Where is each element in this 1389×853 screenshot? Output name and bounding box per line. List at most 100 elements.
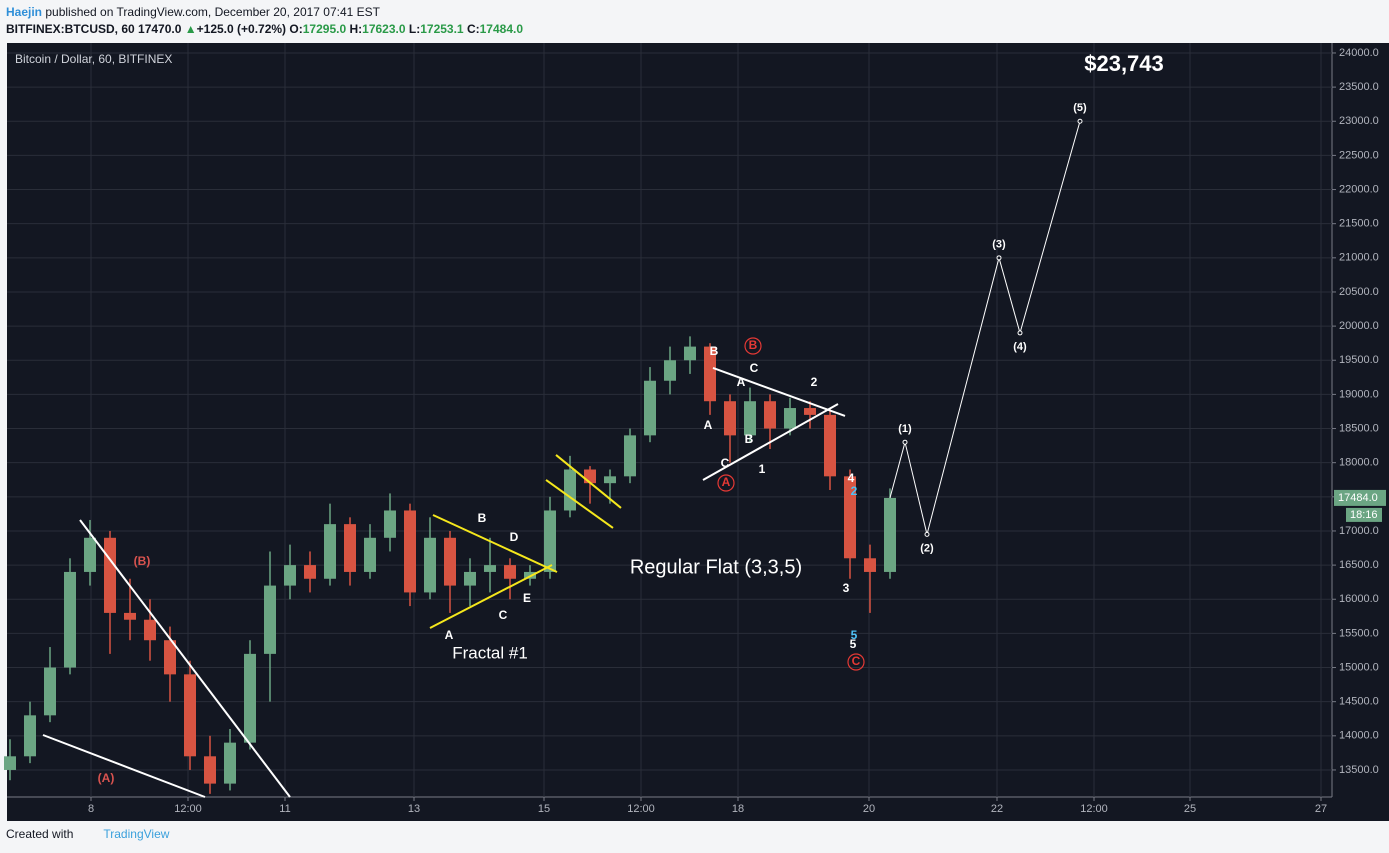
annotation-circle <box>847 653 865 671</box>
annotation: B <box>710 344 719 358</box>
annotation: B <box>749 338 758 352</box>
candle-body <box>704 346 716 402</box>
projection-point <box>1017 330 1023 336</box>
x-tick-label: 18 <box>732 803 744 815</box>
candle-body <box>64 571 76 668</box>
author[interactable]: Haejin <box>6 5 43 19</box>
o-value: 17295.0 <box>302 22 347 36</box>
y-tick-label: 18500.0 <box>1339 422 1379 434</box>
candle-body <box>584 469 596 484</box>
annotation: (A) <box>98 771 115 785</box>
c-label: C: <box>466 22 480 36</box>
y-tick-label: 14500.0 <box>1339 696 1379 708</box>
countdown: 18:16 <box>1350 509 1378 521</box>
candle-body <box>484 565 496 572</box>
last-price-tag <box>1334 489 1386 506</box>
h-label: H: <box>349 22 363 36</box>
x-tick-label: 12:00 <box>627 803 655 815</box>
candle-body <box>544 510 556 572</box>
candle-body <box>284 565 296 586</box>
y-tick-label: 21500.0 <box>1339 218 1379 230</box>
x-tick-label: 27 <box>1315 803 1327 815</box>
annotation: C <box>499 608 508 622</box>
published: published on TradingView.com, December 2… <box>42 5 381 19</box>
wave-label: (5) <box>1073 102 1087 114</box>
annotation: Regular Flat (3,3,5) <box>630 556 802 578</box>
l-value: 17253.1 <box>420 22 464 36</box>
candle-body <box>364 537 376 572</box>
projection-point <box>1077 118 1083 124</box>
candle-body <box>644 380 656 436</box>
annotation: A <box>445 628 454 642</box>
trendline <box>545 479 614 529</box>
x-tick-label: 11 <box>279 803 290 815</box>
footer-text: Created with <box>6 827 74 841</box>
candle-body <box>384 510 396 538</box>
y-tick-label: 14000.0 <box>1339 730 1379 742</box>
candle-body <box>144 619 156 641</box>
annotation: 2 <box>851 484 858 498</box>
trendline <box>42 734 206 798</box>
candle-body <box>304 565 316 579</box>
publish-line: Haejin published on TradingView.com, Dec… <box>6 4 523 21</box>
candle-body <box>824 414 836 477</box>
trendline <box>432 514 558 573</box>
last-price-label: 17484.0 <box>1338 492 1378 504</box>
wave-label: (4) <box>1013 341 1027 353</box>
candle-body <box>104 537 116 613</box>
projection-point <box>902 439 908 445</box>
annotation: A <box>704 418 713 432</box>
annotation: C <box>721 456 730 470</box>
annotation: 4 <box>848 471 855 485</box>
annotation: (B) <box>134 554 151 568</box>
y-tick-label: 19500.0 <box>1339 354 1379 366</box>
annotation: 2 <box>811 375 818 389</box>
y-tick-label: 18000.0 <box>1339 457 1379 469</box>
annotation: B <box>745 432 754 446</box>
annotation-circle <box>717 474 735 492</box>
wave-label: (3) <box>992 239 1006 251</box>
projection-point <box>996 255 1002 261</box>
plot-background <box>7 43 1332 797</box>
candle-body <box>344 524 356 572</box>
y-tick-label: 22500.0 <box>1339 149 1379 161</box>
y-tick-label: 22000.0 <box>1339 183 1379 195</box>
candle-body <box>804 408 816 415</box>
arrow: ▲ <box>184 22 197 36</box>
annotation: C <box>750 361 759 375</box>
annotation: 5 <box>851 628 858 642</box>
x-tick-label: 25 <box>1184 803 1196 815</box>
candle-body <box>84 537 96 572</box>
wave-label: (1) <box>898 423 912 435</box>
x-tick-label: 12:00 <box>174 803 202 815</box>
candle-body <box>884 497 896 572</box>
trendline <box>79 519 291 798</box>
price: 17470.0 <box>138 22 182 36</box>
symbol: BITFINEX:BTCUSD, 60 <box>6 22 135 36</box>
y-tick-label: 20500.0 <box>1339 286 1379 298</box>
projection-point <box>924 531 930 537</box>
x-tick-label: 12:00 <box>1080 803 1108 815</box>
change: +125.0 (+0.72%) <box>196 22 287 36</box>
x-tick-label: 22 <box>991 803 1003 815</box>
candle-body <box>504 565 516 579</box>
candle-body <box>184 674 196 757</box>
candle-body <box>404 510 416 593</box>
annotation: B <box>478 511 487 525</box>
brand[interactable]: TradingView <box>103 827 170 841</box>
y-tick-label: 13500.0 <box>1339 764 1379 776</box>
y-tick-label: 17000.0 <box>1339 525 1379 537</box>
annotation: 5 <box>850 637 857 651</box>
y-tick-label: 15000.0 <box>1339 661 1379 673</box>
x-tick-label: 20 <box>863 803 875 815</box>
price-axis <box>1332 43 1389 797</box>
annotation: C <box>852 654 861 668</box>
annotation: A <box>722 475 731 489</box>
candle-body <box>784 408 796 429</box>
annotation: 3 <box>843 581 850 595</box>
candle-body <box>444 537 456 586</box>
chart: 13500.0 14000.0 14500.0 15000.0 15500.0 16000… <box>4 43 1389 821</box>
candle-body <box>844 476 856 559</box>
wave-label: (2) <box>920 542 934 554</box>
